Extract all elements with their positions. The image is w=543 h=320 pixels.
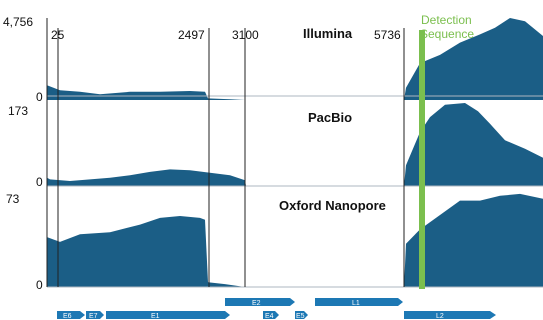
gene-label-e5: E5 — [296, 313, 305, 320]
gene-arrow-e1 — [106, 311, 230, 319]
position-label-2497: 2497 — [178, 28, 205, 42]
detection-label-line2: Sequence — [420, 27, 474, 41]
panel-oxford-nanopore: 73 0 Oxford Nanopore — [6, 192, 543, 292]
gene-label-e7: E7 — [89, 313, 98, 320]
position-label-3100: 3100 — [232, 28, 259, 42]
panel-title: Oxford Nanopore — [279, 198, 386, 213]
gene-arrow-e5 — [295, 311, 308, 319]
gene-map: E2 L1 E6 E7 E1 E4 E5 L2 — [57, 298, 496, 320]
gene-arrow-l1 — [315, 298, 403, 306]
panel-y-min-label: 0 — [36, 90, 43, 104]
gene-label-e4: E4 — [265, 313, 274, 320]
gene-label-e1: E1 — [151, 313, 160, 320]
panel-pacbio: 173 0 PacBio — [8, 103, 543, 189]
gene-arrow-e2 — [225, 298, 295, 306]
gene-label-e2: E2 — [252, 300, 261, 307]
detection-label-line1: Detection — [421, 13, 472, 27]
gene-arrow-e7 — [86, 311, 104, 319]
panel-y-max-label: 73 — [6, 192, 20, 206]
gene-label-l1: L1 — [352, 300, 360, 307]
panel-y-min-label: 0 — [36, 278, 43, 292]
gene-arrow-l2 — [404, 311, 496, 319]
position-label-25: 25 — [51, 28, 65, 42]
gene-arrow-e4 — [263, 311, 279, 319]
panel-title: PacBio — [308, 110, 352, 125]
panel-title: Illumina — [303, 26, 353, 41]
gene-arrow-e6 — [57, 311, 85, 319]
panel-y-max-label: 4,756 — [3, 15, 33, 29]
gene-label-e6: E6 — [63, 313, 72, 320]
position-label-5736: 5736 — [374, 28, 401, 42]
gene-label-l2: L2 — [436, 313, 444, 320]
panel-y-min-label: 0 — [36, 175, 43, 189]
panel-y-max-label: 173 — [8, 104, 28, 118]
coverage-area-pacbio — [47, 103, 543, 186]
detection-sequence-bar — [419, 30, 425, 289]
